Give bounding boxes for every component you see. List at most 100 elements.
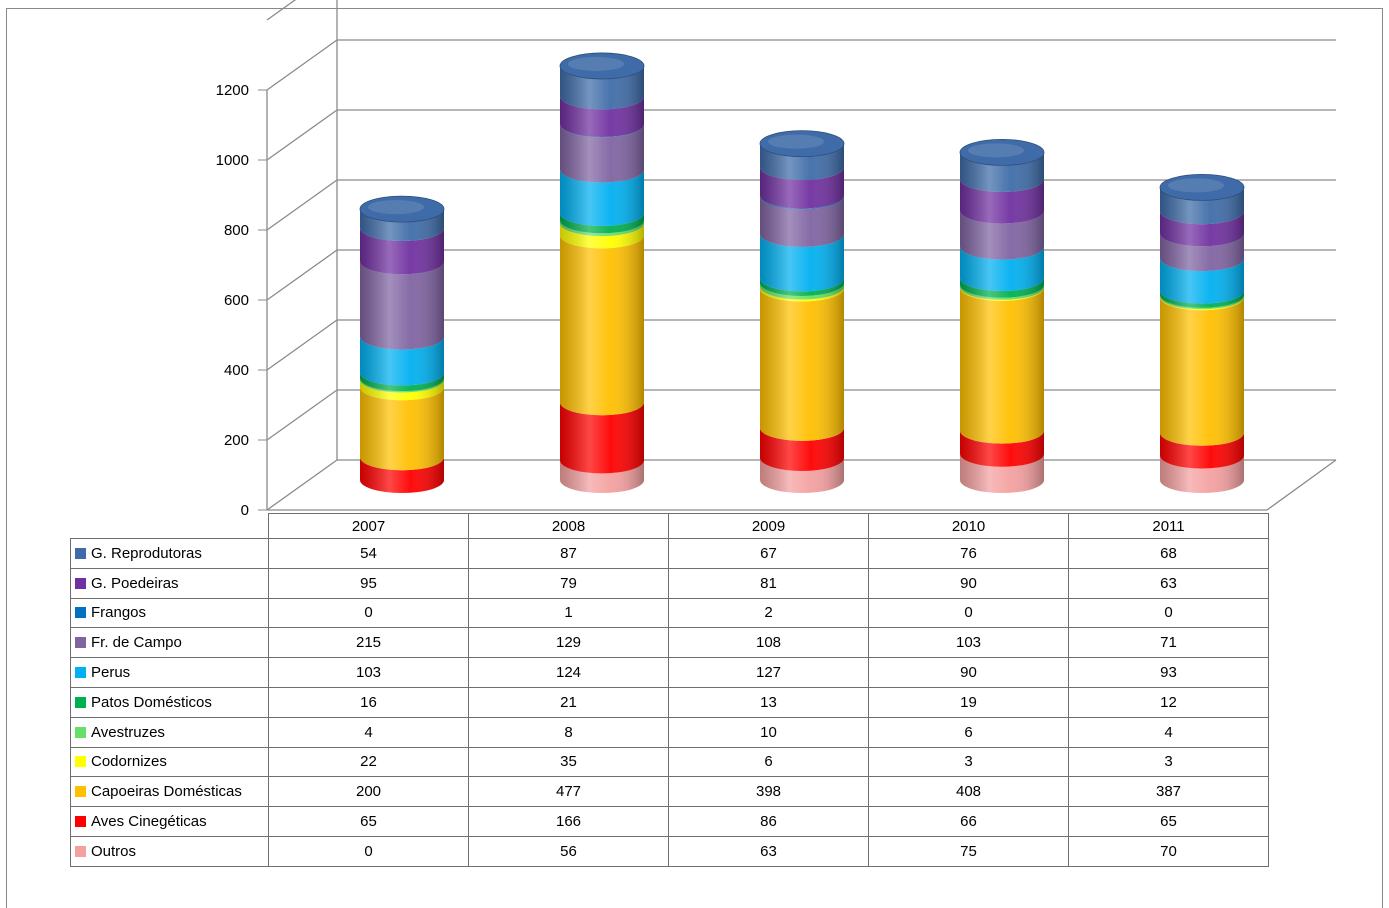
bar-segment-shade	[560, 402, 644, 474]
data-label: 66	[868, 806, 1069, 837]
gridline-side	[266, 0, 297, 21]
data-label: 65	[268, 806, 469, 837]
data-label: 56	[468, 835, 669, 867]
series-name: Patos Domésticos	[91, 693, 212, 711]
bar-top-highlight	[368, 200, 424, 215]
data-label: 408	[868, 776, 1069, 808]
data-label: 3	[1068, 746, 1269, 778]
legend-swatch	[75, 696, 86, 708]
y-tick-label: 1200	[216, 82, 249, 99]
bar-top-cap	[759, 130, 845, 158]
table-row: Outros 0 56 63 75 70	[70, 835, 1269, 867]
bar-segment-shade	[1160, 233, 1244, 272]
bar-segment-shade	[560, 124, 644, 183]
table-row: Codornizes 22 35 6 3 3	[70, 746, 1269, 778]
data-label: 124	[468, 657, 669, 688]
bar-segment-shade	[1160, 455, 1244, 493]
data-label: 103	[268, 657, 469, 688]
data-label: 19	[868, 686, 1069, 718]
bar-top-highlight	[968, 143, 1024, 158]
data-label: 4	[268, 716, 469, 748]
gridline-side	[266, 179, 338, 231]
gridline-side	[266, 109, 338, 161]
gridline-side	[266, 319, 338, 371]
series-name: G. Poedeiras	[91, 574, 179, 592]
table-row: G. Reprodutoras 54 87 67 76 68	[70, 538, 1269, 569]
series-label: Outros	[70, 835, 269, 867]
bar-segment-shade	[360, 457, 444, 493]
bar-segment-shade	[360, 228, 444, 275]
table-corner	[70, 513, 269, 539]
data-label: 86	[668, 806, 869, 837]
gridline-side	[266, 249, 338, 301]
table-row: Patos Domésticos 16 21 13 19 12	[70, 686, 1269, 718]
table-row: Avestruzes 4 8 10 6 4	[70, 716, 1269, 748]
data-label: 387	[1068, 776, 1269, 808]
bar-segment-shade	[360, 261, 444, 350]
data-label: 81	[668, 567, 869, 599]
data-label: 0	[268, 835, 469, 867]
data-label: 87	[468, 538, 669, 569]
data-label: 2	[668, 597, 869, 629]
legend-swatch	[75, 786, 86, 798]
table-row: Aves Cinegéticas 65 166 86 66 65	[70, 806, 1269, 837]
data-table: 2007 2008 2009 2010 2011 G. Reprodutoras 54 87 6…	[70, 513, 1269, 867]
data-label: 129	[468, 627, 669, 659]
bar-segment-shade	[760, 278, 844, 296]
bar-segment-shade	[960, 430, 1044, 467]
data-label: 76	[868, 538, 1069, 569]
bar-top-cap	[359, 195, 445, 223]
data-label: 103	[868, 627, 1069, 659]
data-label: 16	[268, 686, 469, 718]
series-label: Avestruzes	[70, 716, 269, 748]
bar-segment-shade	[560, 235, 644, 416]
data-label: 0	[1068, 597, 1269, 629]
table-row: Fr. de Campo 215 129 108 103 71	[70, 627, 1269, 659]
table-row: Perus 103 124 127 90 93	[70, 657, 1269, 688]
series-label: Aves Cinegéticas	[70, 806, 269, 837]
bar-segment-shade	[1160, 297, 1244, 446]
bar-top-highlight	[1168, 178, 1224, 193]
y-tick-label: 400	[224, 362, 249, 379]
series-label: G. Reprodutoras	[70, 538, 269, 569]
series-name: Aves Cinegéticas	[91, 813, 207, 831]
legend-swatch	[75, 667, 86, 679]
data-label: 108	[668, 627, 869, 659]
data-label: 8	[468, 716, 669, 748]
gridline-side	[266, 459, 338, 511]
data-label: 68	[1068, 538, 1269, 569]
bar-segment-shade	[560, 169, 644, 226]
data-label: 65	[1068, 806, 1269, 837]
bar-segment-shade	[560, 96, 644, 138]
data-label: 215	[268, 627, 469, 659]
series-label: Fr. de Campo	[70, 627, 269, 659]
data-label: 93	[1068, 657, 1269, 688]
bar-segment-shade	[960, 287, 1044, 444]
data-label: 200	[268, 776, 469, 808]
series-label: Patos Domésticos	[70, 686, 269, 718]
y-tick-label: 0	[241, 502, 249, 519]
bar-segment-shade	[1160, 187, 1244, 225]
bar-segment-shade	[760, 286, 844, 302]
data-label: 1	[468, 597, 669, 629]
gridline-side	[266, 39, 338, 91]
data-label: 54	[268, 538, 469, 569]
bar-segment-shade	[960, 453, 1044, 493]
series-name: G. Reprodutoras	[91, 544, 202, 562]
category-label: 2007	[268, 513, 469, 539]
table-row: Frangos 0 1 2 0 0	[70, 597, 1269, 629]
data-label: 10	[668, 716, 869, 748]
bar-segment-shade	[560, 460, 644, 493]
y-tick-label: 200	[224, 432, 249, 449]
data-label: 166	[468, 806, 669, 837]
series-label: Frangos	[70, 597, 269, 629]
legend-swatch	[75, 547, 86, 559]
y-tick-label: 800	[224, 222, 249, 239]
bar-segment-shade	[560, 223, 644, 249]
bar-segment-shade	[960, 179, 1044, 224]
bar-segment-shade	[360, 209, 444, 241]
bar-segment-shade	[760, 196, 844, 247]
legend-swatch	[75, 726, 86, 738]
legend-swatch	[75, 845, 86, 857]
bar-segment-shade	[560, 65, 644, 110]
